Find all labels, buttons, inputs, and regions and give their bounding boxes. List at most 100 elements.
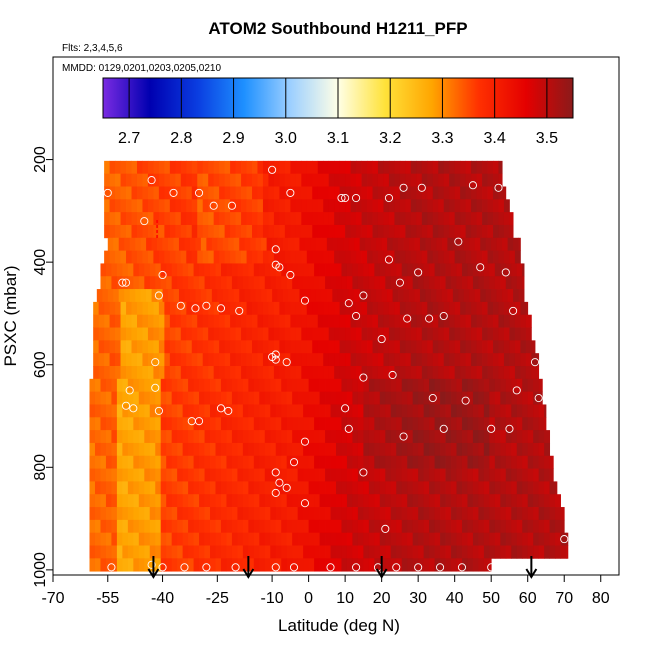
heatmap-cell — [226, 276, 233, 290]
heatmap-cell — [533, 468, 540, 482]
heatmap-cell — [454, 250, 461, 264]
heatmap-cell — [374, 481, 381, 495]
heatmap-cell — [544, 417, 547, 431]
heatmap-cell — [248, 455, 255, 469]
x-tick-label: -55 — [96, 590, 119, 607]
heatmap-cell — [266, 289, 273, 303]
heatmap-cell — [328, 212, 335, 226]
heatmap-cell — [538, 519, 545, 534]
heatmap-cell — [215, 442, 222, 457]
sample-marker — [70, 560, 79, 569]
sample-marker — [107, 563, 116, 572]
heatmap-cell — [357, 391, 364, 405]
heatmap-cell — [153, 327, 160, 341]
heatmap-cell — [467, 558, 474, 572]
heatmap-cell — [494, 417, 501, 431]
heatmap-cell — [275, 507, 282, 521]
heatmap-cell — [432, 314, 439, 328]
heatmap-cell — [341, 442, 348, 457]
heatmap-cell — [418, 417, 425, 431]
heatmap-cell — [288, 237, 295, 252]
sample-marker — [202, 301, 211, 310]
heatmap-cell — [127, 545, 134, 559]
heatmap-cell — [418, 276, 425, 290]
heatmap-cell — [171, 481, 178, 495]
heatmap-cell — [451, 404, 457, 418]
heatmap-cell — [503, 327, 510, 341]
heatmap-cell — [186, 314, 193, 328]
heatmap-cell — [241, 199, 247, 213]
heatmap-cell — [94, 545, 101, 559]
heatmap-cell — [357, 532, 364, 546]
heatmap-cell — [202, 301, 209, 316]
heatmap-cell — [533, 481, 540, 495]
heatmap-cell — [171, 404, 178, 418]
heatmap-cell — [133, 417, 140, 431]
heatmap-cell — [215, 558, 222, 572]
heatmap-cell — [388, 212, 395, 226]
heatmap-cell — [356, 199, 362, 213]
heatmap-cell — [317, 250, 324, 264]
heatmap-cell — [427, 353, 434, 367]
heatmap-cell — [383, 301, 390, 316]
heatmap-cell — [115, 301, 121, 316]
heatmap-cell — [275, 455, 282, 469]
heatmap-cell — [449, 301, 456, 316]
heatmap-cell — [527, 519, 534, 534]
heatmap-cell — [330, 468, 337, 482]
heatmap-cell — [158, 160, 165, 175]
heatmap-cell — [304, 237, 311, 252]
heatmap-cell — [401, 532, 408, 546]
heatmap-cell — [149, 532, 156, 546]
heatmap-cell — [456, 263, 463, 277]
heatmap-cell — [323, 366, 330, 380]
heatmap-cell — [346, 455, 353, 469]
heatmap-cell — [449, 327, 456, 341]
heatmap-cell — [440, 455, 446, 469]
heatmap-cell — [147, 340, 154, 354]
heatmap-cell — [483, 545, 490, 559]
heatmap-cell — [493, 224, 499, 239]
sample-marker — [275, 478, 284, 487]
heatmap-cell — [498, 186, 505, 200]
heatmap-cell — [423, 455, 430, 469]
heatmap-cell — [171, 455, 178, 469]
heatmap-cell — [350, 327, 357, 341]
heatmap-cell — [339, 250, 346, 264]
heatmap-cell — [155, 494, 162, 508]
heatmap-cell — [434, 545, 441, 559]
heatmap-cell — [204, 545, 211, 559]
heatmap-cell — [367, 212, 373, 226]
heatmap-cell — [372, 160, 379, 175]
heatmap-cell — [494, 532, 501, 546]
heatmap-cell — [142, 199, 149, 213]
heatmap-cell — [410, 327, 417, 341]
heatmap-cell — [483, 404, 490, 418]
heatmap-cell — [401, 430, 408, 444]
heatmap-cell — [275, 404, 282, 418]
heatmap-cell — [257, 353, 264, 367]
heatmap-cell — [188, 276, 194, 290]
heatmap-cell — [308, 468, 315, 482]
heatmap-cell — [262, 353, 269, 367]
heatmap-cell — [498, 327, 505, 341]
heatmap-cell — [146, 289, 152, 303]
heatmap-cell — [325, 430, 331, 444]
heatmap-cell — [290, 173, 297, 187]
heatmap-cell — [525, 314, 532, 328]
heatmap-cell — [555, 545, 561, 559]
heatmap-cell — [142, 327, 149, 341]
heatmap-cell — [241, 224, 247, 239]
heatmap-cell — [259, 507, 266, 521]
heatmap-cell — [268, 327, 275, 341]
heatmap-cell — [410, 173, 417, 187]
heatmap-cell — [292, 494, 299, 508]
heatmap-cell — [295, 212, 302, 226]
heatmap-cell — [197, 250, 204, 264]
sample-marker — [151, 358, 160, 367]
heatmap-cell — [257, 327, 264, 341]
heatmap-cell — [166, 391, 173, 405]
heatmap-cell — [257, 160, 264, 175]
heatmap-cell — [385, 430, 392, 444]
heatmap-cell — [306, 186, 313, 200]
